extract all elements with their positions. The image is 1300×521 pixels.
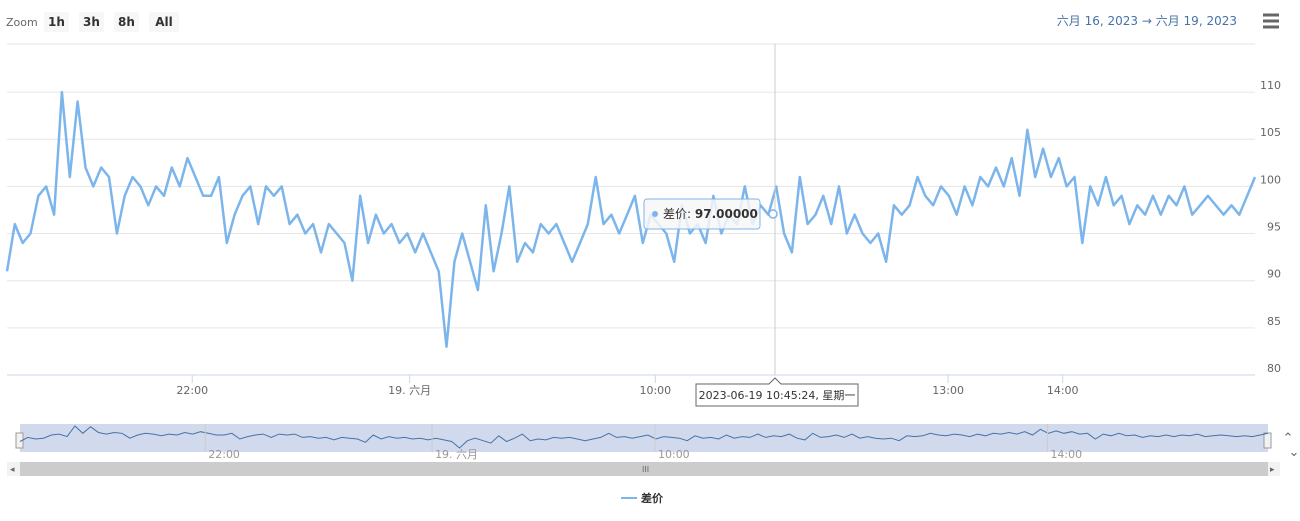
x-tick-label: 14:00 — [1047, 384, 1079, 397]
tooltip-dot — [652, 211, 658, 217]
y-tick-label: 105 — [1260, 126, 1281, 139]
range-arrow: → — [1142, 14, 1152, 28]
zoom-button[interactable]: All — [149, 12, 179, 32]
navigator-tick-label: 14:00 — [1050, 448, 1082, 461]
tooltip-text: 差价: 97.00000 — [663, 207, 758, 221]
zoom-button-bg — [44, 12, 69, 32]
zoom-button[interactable]: 8h — [114, 12, 139, 32]
tooltip-box — [643, 198, 761, 230]
zoom-button-label[interactable]: 1h — [48, 15, 65, 29]
scroll-left[interactable]: ◂ — [10, 465, 15, 475]
tooltip-value: 97.00000 — [695, 207, 758, 221]
navigator-mask[interactable] — [20, 424, 1268, 452]
time-label: 2023-06-19 10:45:24, 星期一 — [699, 389, 856, 402]
nav-up[interactable]: ⌃ — [1283, 431, 1294, 446]
nav-down[interactable]: ⌄ — [1289, 445, 1300, 460]
scroll-right[interactable]: ▸ — [1270, 465, 1275, 475]
series-line — [5, 90, 1257, 348]
y-tick-label: 95 — [1267, 221, 1281, 234]
zoom-button-label[interactable]: 8h — [118, 15, 135, 29]
y-tick-label: 100 — [1260, 173, 1281, 186]
zoom-button-label[interactable]: All — [155, 15, 173, 29]
scroll-grip: III — [642, 465, 649, 474]
navigator-tick-label: 22:00 — [208, 448, 240, 461]
time-label-box — [695, 377, 859, 407]
x-tick-label: 19. 六月 — [388, 384, 431, 397]
x-tick-label: 10:00 — [639, 384, 671, 397]
legend-label[interactable]: 差价 — [641, 491, 664, 505]
range-text[interactable]: 六月 16, 2023 → 六月 19, 2023 — [1057, 14, 1237, 28]
range-from[interactable]: 六月 16, 2023 — [1057, 14, 1138, 28]
zoom-button-bg — [79, 12, 104, 32]
navigator-tick-label: 19. 六月 — [435, 448, 478, 461]
zoom-button-label[interactable]: 3h — [83, 15, 100, 29]
menu-button[interactable] — [1263, 13, 1279, 29]
tooltip-colon: : — [687, 207, 695, 221]
y-tick-label: 90 — [1267, 268, 1281, 281]
zoom-button-bg — [149, 12, 179, 32]
navigator-line — [19, 425, 1269, 449]
navigator-handle[interactable] — [15, 432, 24, 449]
hover-marker — [768, 209, 778, 219]
range-to[interactable]: 六月 19, 2023 — [1156, 14, 1237, 28]
zoom-button[interactable]: 1h — [44, 12, 69, 32]
y-tick-label: 85 — [1267, 315, 1281, 328]
zoom-label: Zoom — [6, 16, 38, 29]
y-tick-label: 110 — [1260, 79, 1281, 92]
navigator-tick-label: 10:00 — [658, 448, 690, 461]
x-tick-label: 22:00 — [176, 384, 208, 397]
navigator-handle[interactable] — [1263, 432, 1272, 449]
tooltip-series: 差价 — [663, 207, 687, 221]
zoom-button-bg — [114, 12, 139, 32]
scrollbar-thumb[interactable] — [20, 462, 1268, 476]
y-tick-label: 80 — [1267, 362, 1281, 375]
x-tick-label: 13:00 — [932, 384, 964, 397]
zoom-button[interactable]: 3h — [79, 12, 104, 32]
